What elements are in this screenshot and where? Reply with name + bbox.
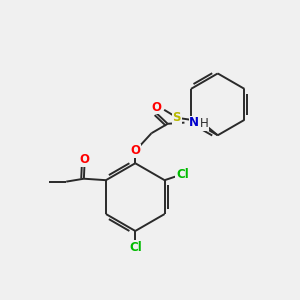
Text: O: O	[80, 153, 89, 166]
Text: Cl: Cl	[129, 241, 142, 254]
Text: N: N	[189, 116, 199, 129]
Text: H: H	[200, 117, 208, 130]
Text: O: O	[152, 101, 161, 114]
Text: O: O	[130, 144, 140, 158]
Text: Cl: Cl	[176, 168, 189, 181]
Text: S: S	[172, 111, 181, 124]
